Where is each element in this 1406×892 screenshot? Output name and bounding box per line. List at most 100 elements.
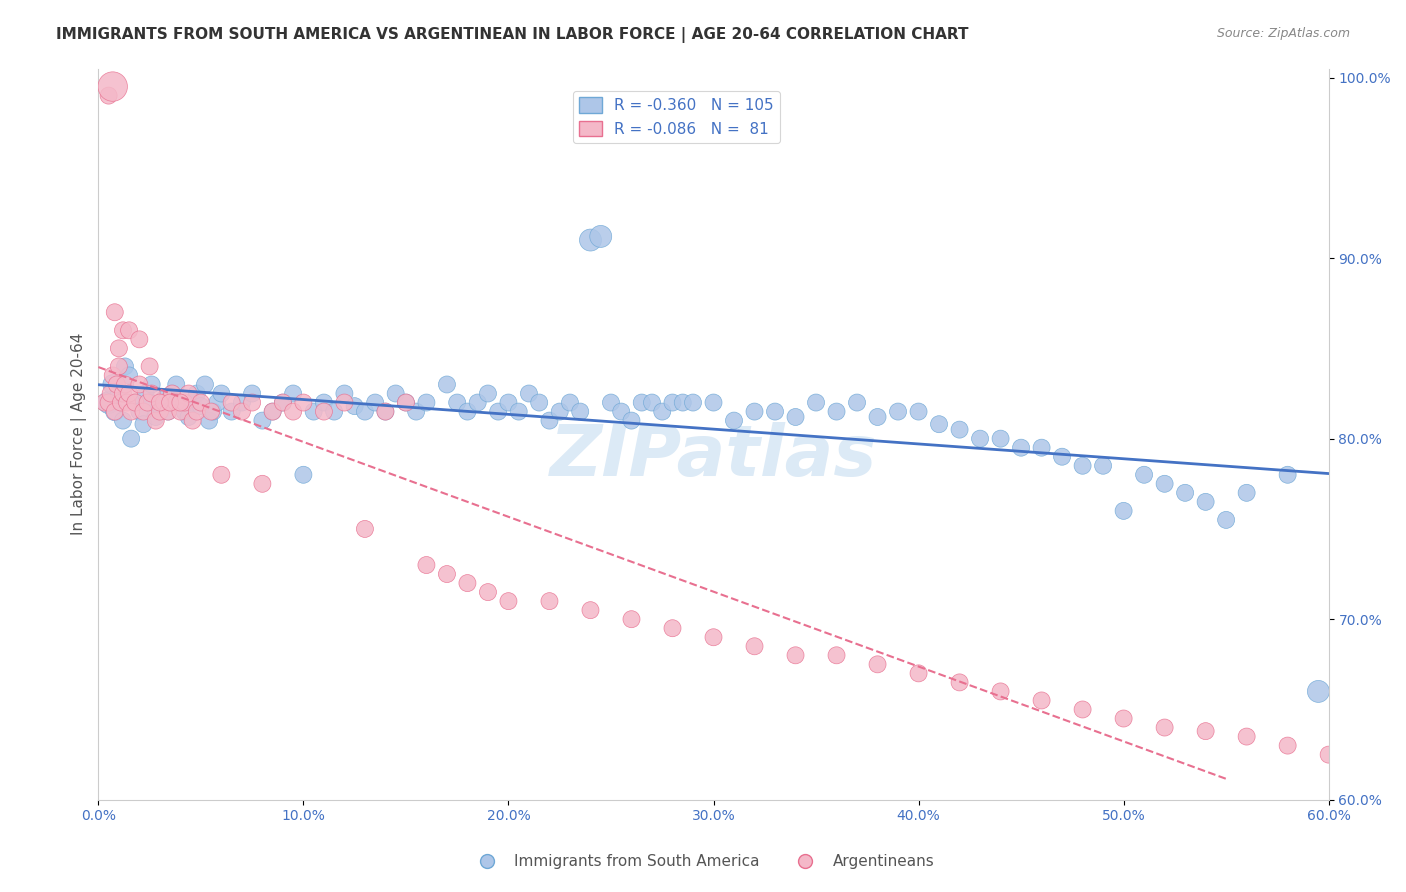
Point <box>651 404 673 418</box>
Point <box>108 386 131 401</box>
Point <box>165 395 187 409</box>
Point <box>101 79 124 94</box>
Point <box>744 640 766 654</box>
Point <box>271 395 294 409</box>
Point <box>240 386 263 401</box>
Point <box>529 395 551 409</box>
Point <box>240 395 263 409</box>
Point <box>1317 747 1340 762</box>
Point <box>907 404 929 418</box>
Point <box>374 404 396 418</box>
Point <box>610 404 633 418</box>
Point <box>620 414 643 428</box>
Point <box>252 476 274 491</box>
Point <box>1031 441 1053 455</box>
Point <box>132 404 155 418</box>
Point <box>262 404 284 418</box>
Point <box>948 423 970 437</box>
Point <box>620 612 643 626</box>
Point <box>104 404 127 418</box>
Point <box>157 404 180 418</box>
Point <box>928 417 950 432</box>
Point <box>115 395 138 409</box>
Point <box>1236 485 1258 500</box>
Point <box>231 404 253 418</box>
Point <box>173 395 195 409</box>
Point <box>271 395 294 409</box>
Point <box>202 404 225 418</box>
Point <box>169 395 191 409</box>
Point <box>343 399 366 413</box>
Text: IMMIGRANTS FROM SOUTH AMERICA VS ARGENTINEAN IN LABOR FORCE | AGE 20-64 CORRELAT: IMMIGRANTS FROM SOUTH AMERICA VS ARGENTI… <box>56 27 969 43</box>
Point <box>108 342 131 356</box>
Point <box>186 386 208 401</box>
Point <box>804 395 827 409</box>
Point <box>149 395 172 409</box>
Point <box>641 395 664 409</box>
Point <box>181 395 204 409</box>
Point <box>446 395 468 409</box>
Point <box>1153 476 1175 491</box>
Point <box>723 414 745 428</box>
Point <box>395 395 418 409</box>
Point <box>153 395 176 409</box>
Point <box>866 657 889 672</box>
Point <box>104 305 127 319</box>
Point <box>508 404 530 418</box>
Point <box>907 666 929 681</box>
Point <box>1277 467 1299 482</box>
Point <box>97 395 120 409</box>
Point <box>281 386 304 401</box>
Point <box>1133 467 1156 482</box>
Point <box>159 395 181 409</box>
Point <box>333 395 356 409</box>
Legend: R = -0.360   N = 105, R = -0.086   N =  81: R = -0.360 N = 105, R = -0.086 N = 81 <box>574 91 780 143</box>
Point <box>186 404 208 418</box>
Point <box>141 386 163 401</box>
Point <box>1194 495 1216 509</box>
Point <box>207 395 229 409</box>
Point <box>1050 450 1073 464</box>
Point <box>1277 739 1299 753</box>
Point <box>1092 458 1115 473</box>
Point <box>1112 712 1135 726</box>
Point <box>209 386 232 401</box>
Point <box>101 368 124 383</box>
Point <box>292 395 315 409</box>
Point <box>165 377 187 392</box>
Point <box>145 414 167 428</box>
Point <box>200 404 222 418</box>
Point <box>177 409 200 424</box>
Point <box>134 386 156 401</box>
Point <box>990 432 1012 446</box>
Point <box>374 404 396 418</box>
Point <box>661 621 683 635</box>
Point <box>866 409 889 424</box>
Point <box>1031 693 1053 707</box>
Point <box>281 404 304 418</box>
Point <box>221 404 243 418</box>
Point <box>169 404 191 418</box>
Point <box>173 404 195 418</box>
Point <box>209 467 232 482</box>
Point <box>190 399 212 413</box>
Point <box>477 386 499 401</box>
Point <box>101 377 124 392</box>
Point <box>354 522 377 536</box>
Point <box>111 414 134 428</box>
Point <box>548 404 571 418</box>
Point <box>498 594 520 608</box>
Point <box>948 675 970 690</box>
Point <box>252 414 274 428</box>
Point <box>221 395 243 409</box>
Point <box>114 359 136 374</box>
Y-axis label: In Labor Force | Age 20-64: In Labor Force | Age 20-64 <box>72 333 87 535</box>
Point <box>104 404 127 418</box>
Text: ZIPatlas: ZIPatlas <box>550 422 877 491</box>
Point <box>436 377 458 392</box>
Point <box>887 404 910 418</box>
Point <box>302 404 325 418</box>
Point <box>558 395 581 409</box>
Point <box>141 377 163 392</box>
Point <box>1112 504 1135 518</box>
